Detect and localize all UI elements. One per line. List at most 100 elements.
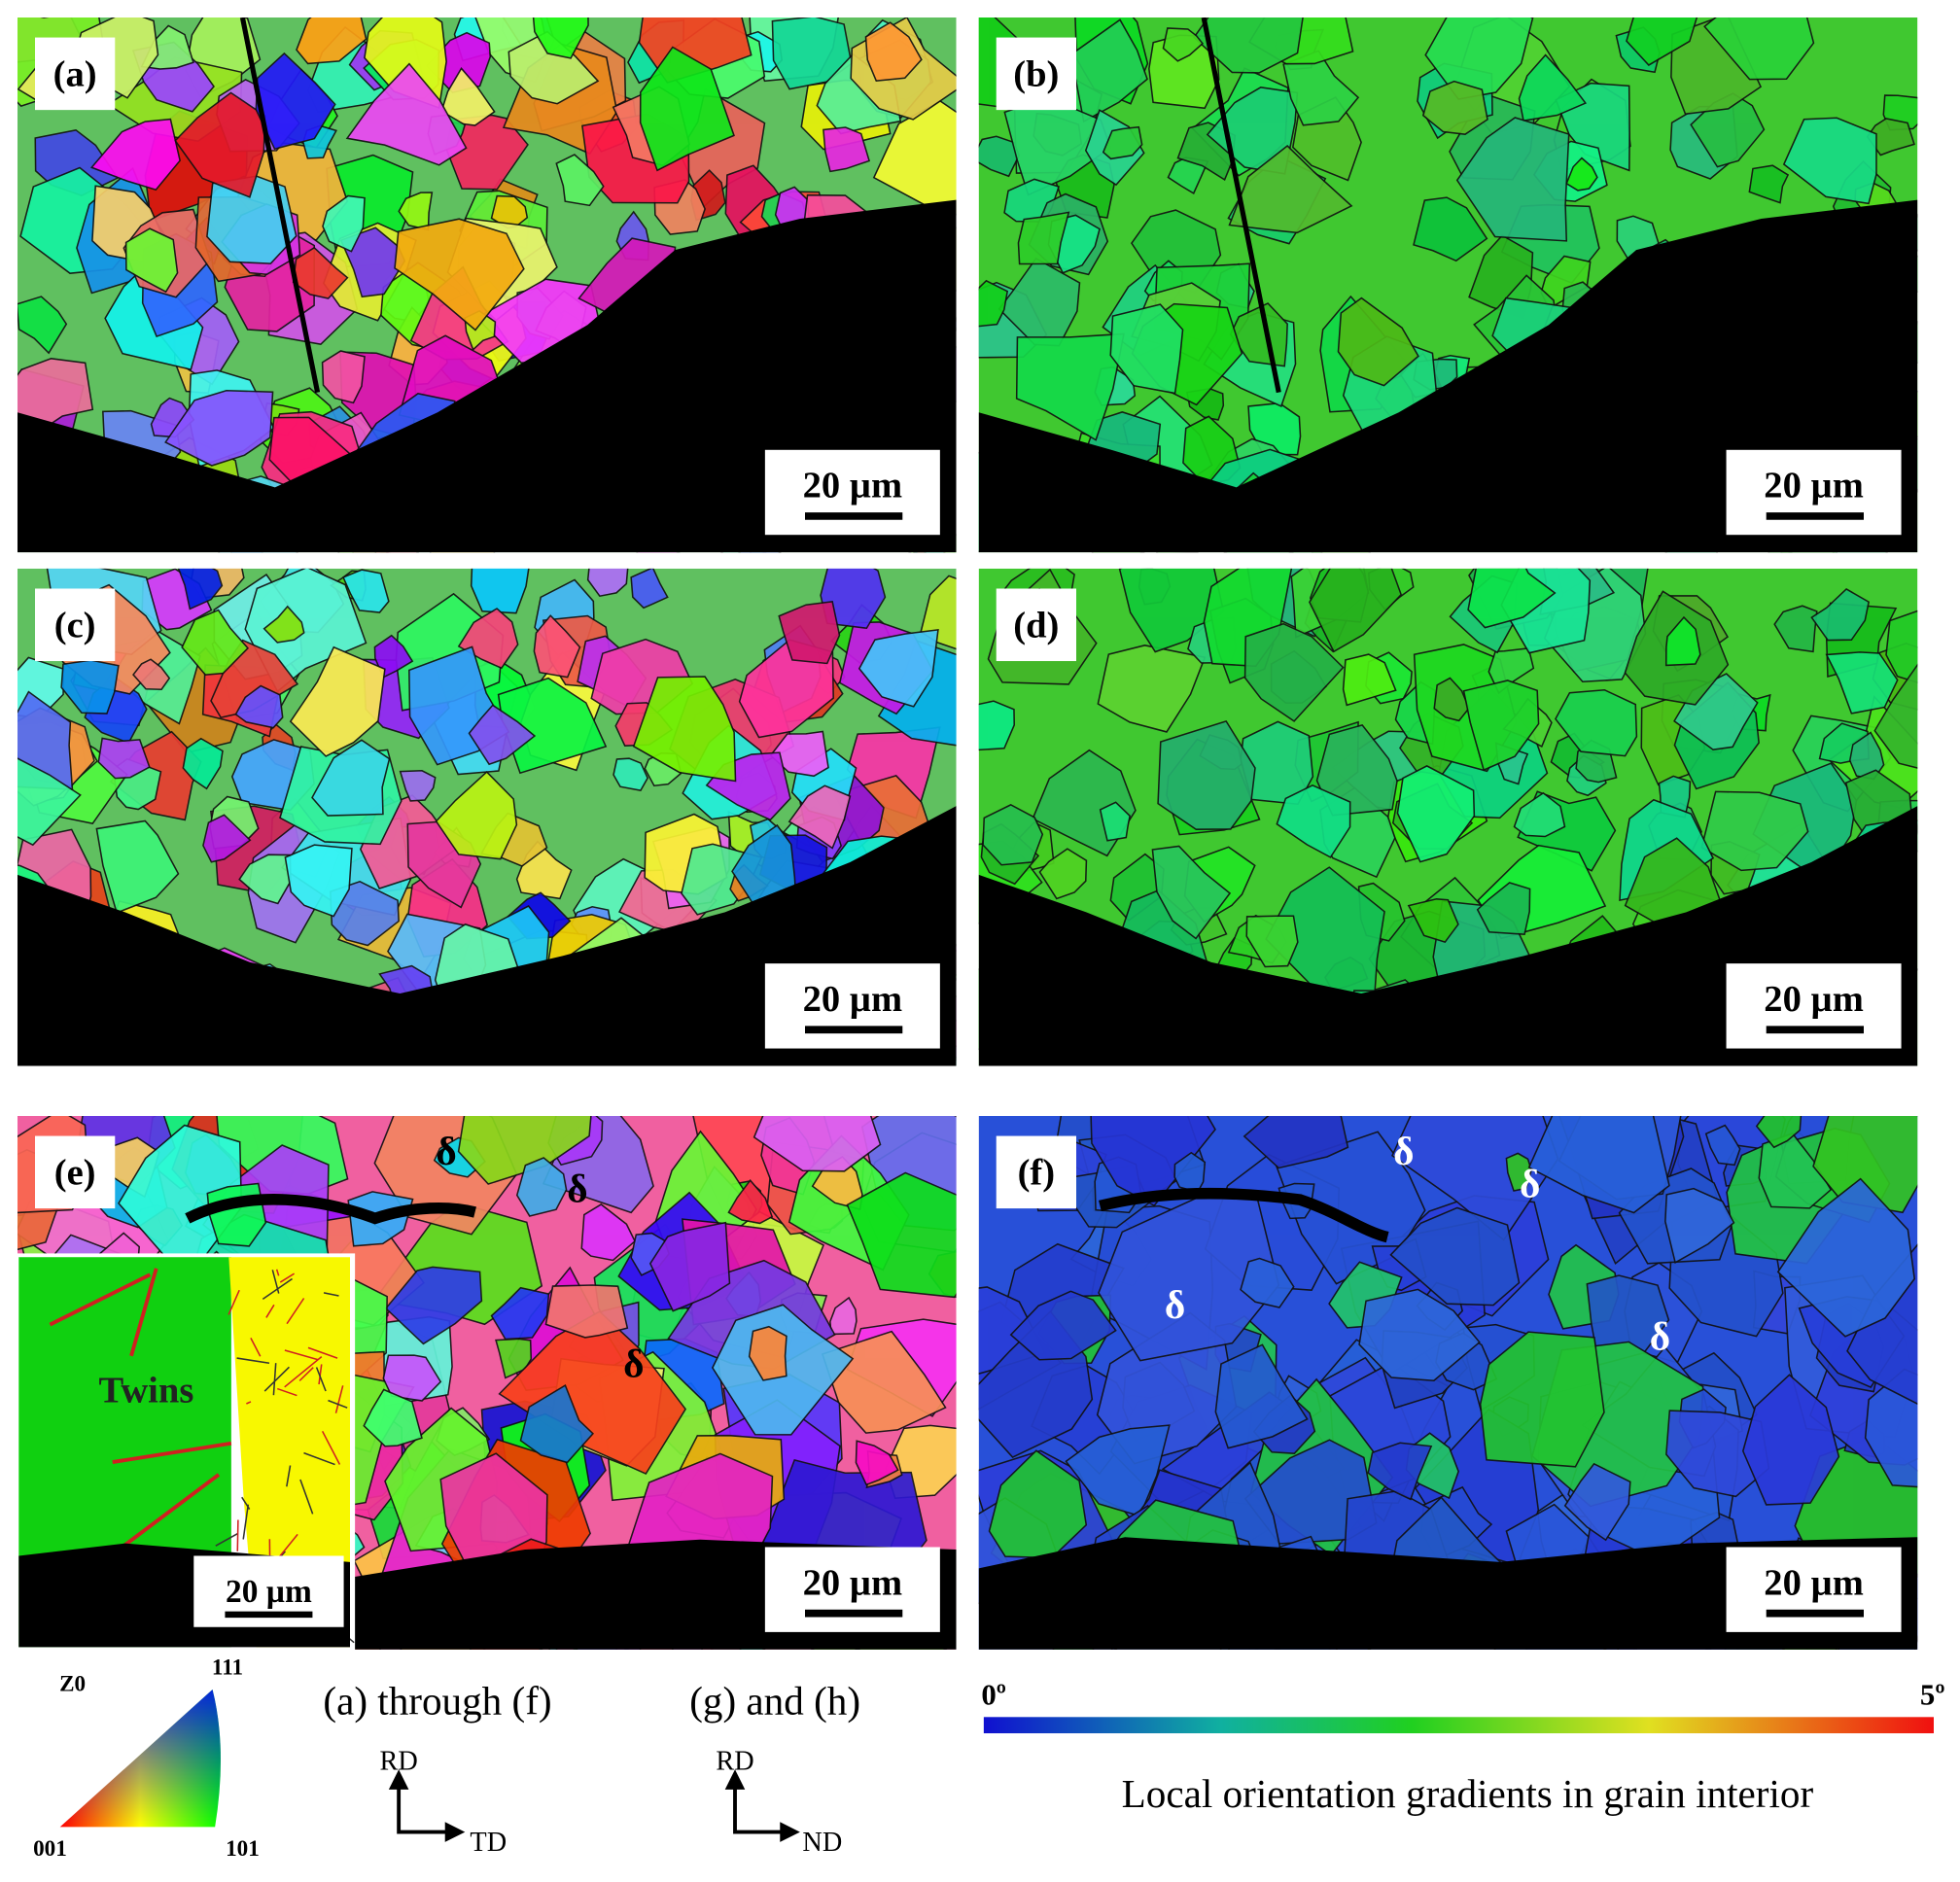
inset-boundary [271, 1270, 280, 1294]
scale-bar-box [764, 449, 940, 536]
map-panel: (e) 20 µm δ δ δ Twins 20 µm [15, 1115, 957, 1653]
grain [1099, 801, 1131, 842]
grain [727, 1178, 774, 1225]
grain [1885, 610, 1918, 683]
grain [978, 279, 1009, 328]
grain [384, 1266, 483, 1345]
colorbar-min: 0º [981, 1678, 1006, 1711]
twin-boundary [129, 1268, 158, 1357]
inset-boundary [236, 1519, 239, 1551]
axis-label: RD [380, 1746, 418, 1776]
label-box [996, 1135, 1076, 1209]
inset-label: Twins [99, 1370, 194, 1411]
grain [771, 17, 853, 90]
grain [1758, 1132, 1833, 1209]
grain [778, 600, 841, 665]
grain [982, 804, 1044, 866]
grain [435, 770, 518, 860]
map-panel: (d) 20 µm [978, 568, 1918, 1066]
inset-boundary [307, 1346, 338, 1359]
grain [788, 784, 852, 850]
ipf-corner: 111 [212, 1655, 243, 1681]
inset-scale-label: 20 µm [226, 1574, 312, 1610]
map-image [978, 1115, 1918, 1650]
label-box [35, 588, 116, 662]
twin-boundary [112, 1441, 232, 1464]
grain [1367, 1442, 1433, 1501]
scale-bar-label: 20 µm [803, 466, 903, 506]
inset-boundary [323, 1292, 339, 1297]
grain [202, 814, 252, 863]
grain [498, 1310, 687, 1475]
grain [555, 154, 605, 207]
grain [1102, 125, 1143, 160]
grain [1776, 1177, 1916, 1338]
label-box [35, 1135, 116, 1209]
axes-key: (a) through (f) (g) and (h) RD TD RD ND [323, 1679, 860, 1858]
grain [846, 1171, 957, 1299]
phase-annotation: δ [623, 1342, 644, 1386]
grain [1003, 96, 1112, 196]
scale-bar-box [1726, 449, 1902, 536]
grain [639, 46, 735, 172]
grain [89, 118, 181, 192]
grain [1527, 1115, 1670, 1214]
scale-bar-box [1726, 963, 1902, 1049]
grain [1462, 680, 1540, 772]
grain [1358, 1288, 1481, 1382]
grain [1243, 1439, 1378, 1545]
grain [1555, 688, 1638, 757]
grain [872, 99, 957, 216]
phase-annotation: δ [1165, 1282, 1185, 1327]
map-panel: (f) 20 µm δ δ δ δ [978, 1115, 1918, 1650]
colorbar: 0º 5º Local orientation gradients in gra… [981, 1678, 1944, 1815]
grain [858, 629, 939, 708]
grain [284, 844, 353, 918]
inset-boundary [334, 1385, 344, 1413]
grain [363, 1388, 423, 1447]
inset-boundary [315, 1367, 327, 1392]
grain [95, 819, 180, 914]
grain [1009, 1290, 1117, 1361]
grain [345, 62, 468, 166]
phase-annotation: δ [567, 1167, 587, 1211]
inset-boundary [275, 1269, 280, 1276]
crack [1099, 1187, 1389, 1243]
grain [60, 659, 120, 714]
arrow-head [724, 1769, 800, 1842]
inset-boundary [279, 1272, 296, 1283]
inset-boundary [272, 1363, 277, 1396]
axis-arrow [397, 1787, 450, 1834]
ipf-corner: 101 [226, 1836, 260, 1862]
grain [648, 1221, 731, 1312]
axis-label: RD [716, 1746, 753, 1776]
grain [829, 1296, 858, 1336]
scale-bar-box [1726, 1547, 1902, 1632]
grain [978, 135, 1020, 178]
ipf-legend: Z0 111 001 101 [33, 1655, 260, 1862]
grain [1229, 302, 1288, 367]
scratch [239, 17, 321, 394]
inset-boundary [284, 1356, 323, 1388]
grain [1810, 588, 1871, 642]
scale-bar-label: 20 µm [1764, 1562, 1864, 1603]
inset: Twins 20 µm [15, 1253, 356, 1653]
grain [18, 358, 94, 438]
grain [1038, 848, 1088, 900]
colorbar-max: 5º [1920, 1678, 1945, 1711]
panel-label: (d) [1013, 606, 1059, 646]
grain [339, 227, 406, 298]
grain [1873, 663, 1918, 769]
grain [1782, 117, 1877, 205]
inset-boundary [303, 1451, 335, 1466]
grain [1309, 568, 1403, 653]
inset-boundary [236, 1357, 270, 1364]
inset-boundary [246, 1401, 252, 1405]
panel-label: (a) [53, 54, 97, 95]
axis-label: TD [470, 1828, 507, 1858]
grain [1812, 1115, 1918, 1214]
grain [234, 684, 284, 729]
grain [1337, 296, 1419, 387]
grain [399, 770, 437, 802]
grain [1389, 1206, 1521, 1307]
